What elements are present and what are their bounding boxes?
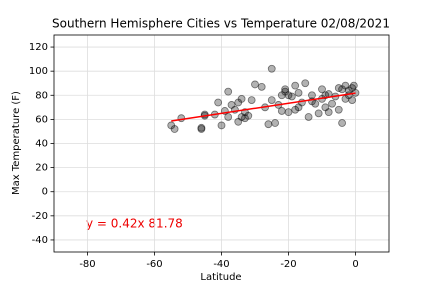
y-tick-label: 20 <box>35 163 48 174</box>
point <box>324 108 333 117</box>
point <box>247 96 256 104</box>
point <box>170 125 179 133</box>
point <box>267 64 276 73</box>
y-axis-label: Max Temperature (F) <box>11 91 22 195</box>
x-tick-label: -20 <box>280 259 296 270</box>
point <box>334 105 343 114</box>
point <box>217 121 226 130</box>
plot-frame <box>53 34 390 253</box>
chart-title: Southern Hemisphere Cities vs Temperatur… <box>52 17 390 31</box>
point <box>277 107 286 115</box>
point <box>294 88 303 97</box>
point <box>214 98 223 107</box>
point <box>291 81 300 90</box>
y-tick-label: 100 <box>29 66 48 77</box>
point <box>304 113 313 121</box>
point <box>301 79 310 88</box>
point <box>311 99 320 108</box>
point <box>224 113 233 121</box>
point <box>271 119 280 127</box>
point <box>177 114 186 123</box>
point <box>348 96 357 104</box>
point <box>338 119 347 127</box>
y-tick-label: 80 <box>35 90 48 101</box>
point <box>297 98 306 107</box>
point <box>267 96 276 104</box>
point <box>264 120 273 129</box>
point <box>244 111 253 120</box>
point <box>328 99 336 108</box>
point <box>257 82 266 91</box>
y-tick-label: -40 <box>32 235 48 246</box>
y-tick-label: 120 <box>29 42 48 53</box>
annotation: y = 0.42x 81.78 <box>86 217 183 231</box>
point <box>287 92 296 101</box>
point <box>351 88 360 97</box>
x-tick-label: -40 <box>213 259 229 270</box>
y-tick-label: -20 <box>32 211 48 222</box>
point <box>224 87 233 96</box>
y-tick-label: 0 <box>42 187 48 198</box>
point <box>281 85 290 94</box>
point <box>349 81 358 90</box>
x-tick-label: -60 <box>146 259 162 270</box>
point <box>284 108 293 117</box>
y-tick-label: 60 <box>35 114 48 125</box>
y-tick-label: 40 <box>35 139 48 150</box>
point <box>251 80 259 89</box>
x-tick-label: 0 <box>352 259 358 270</box>
point <box>318 85 326 94</box>
point <box>314 109 323 118</box>
x-tick-label: -80 <box>79 259 95 270</box>
point <box>237 94 246 103</box>
point <box>308 91 316 100</box>
point <box>197 125 206 133</box>
x-axis-label: Latitude <box>200 272 241 283</box>
regression-line <box>171 92 356 122</box>
